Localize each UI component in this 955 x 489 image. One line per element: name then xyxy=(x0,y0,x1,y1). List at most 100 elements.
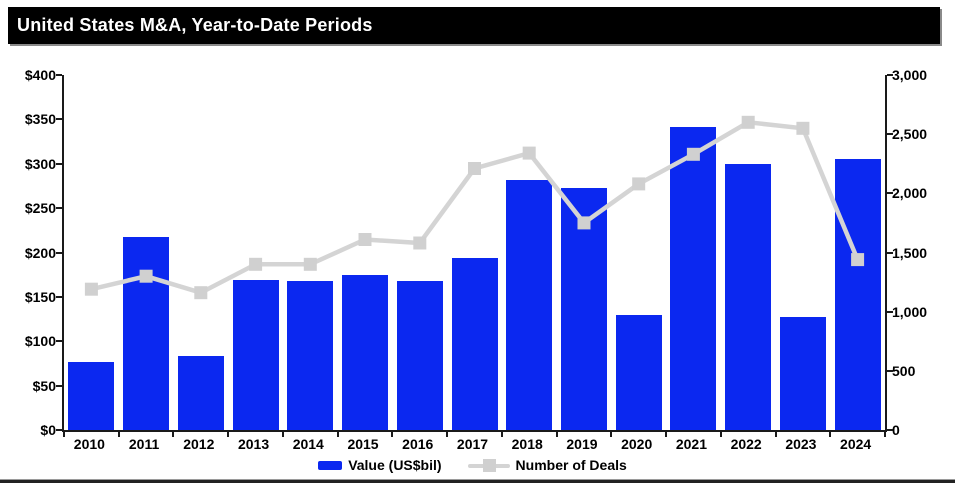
deals-marker-icon xyxy=(482,458,496,472)
x-axis-tick xyxy=(281,432,284,437)
value-bar-2019 xyxy=(560,187,607,430)
left-axis-tick-label: $50 xyxy=(32,377,56,394)
value-bar-2020 xyxy=(615,314,662,430)
x-axis-tick-label: 2016 xyxy=(402,436,434,452)
value-series-swatch xyxy=(318,460,343,470)
deals-marker-2022 xyxy=(741,115,755,129)
deals-marker-2015 xyxy=(358,233,372,246)
x-axis-tick-label: 2015 xyxy=(347,436,379,452)
value-bar-2021 xyxy=(670,127,717,430)
deals-marker-2018 xyxy=(522,146,536,160)
x-axis-tick xyxy=(63,432,65,437)
x-axis-tick xyxy=(117,432,120,437)
value-bar-2014 xyxy=(287,280,334,430)
right-axis-tick-label: 500 xyxy=(892,362,916,379)
deals-marker-2010 xyxy=(84,282,98,296)
chart-title: United States M&A, Year-to-Date Periods xyxy=(17,15,373,35)
right-axis-labels: 0 500 1,000 1,500 2,000 2,500 3,000 xyxy=(892,67,952,438)
deals-series-label: Number of Deals xyxy=(515,457,627,473)
value-bar-2011 xyxy=(123,237,170,430)
right-axis-tick-label: 1,000 xyxy=(892,303,928,320)
x-axis-tick xyxy=(172,432,175,437)
x-axis-tick-label: 2012 xyxy=(183,436,215,452)
x-axis-tick-label: 2019 xyxy=(566,436,598,452)
x-axis-labels: 2010 2011 2012 2013 2014 2015 2016 2017 2018 2019… xyxy=(62,437,883,453)
value-bar-2015 xyxy=(342,274,389,430)
deals-marker-2020 xyxy=(632,177,646,191)
value-bar-2012 xyxy=(177,356,224,430)
value-bar-2017 xyxy=(451,257,498,430)
x-axis-tick xyxy=(500,432,503,437)
x-axis-tick-label: 2023 xyxy=(785,436,817,452)
left-axis-tick-label: $350 xyxy=(24,111,56,128)
right-axis-tick xyxy=(887,251,893,254)
deals-marker-2013 xyxy=(249,257,263,271)
left-axis-tick-label: $150 xyxy=(24,288,56,305)
x-axis-tick xyxy=(774,432,777,437)
chart-title-bar: United States M&A, Year-to-Date Periods xyxy=(8,7,940,44)
deals-marker-2014 xyxy=(303,257,317,271)
left-axis-tick-label: $400 xyxy=(24,67,56,83)
x-axis-tick-label: 2022 xyxy=(730,436,762,452)
value-bar-2022 xyxy=(725,163,772,430)
value-bar-2010 xyxy=(68,361,115,430)
right-axis-tick xyxy=(887,74,893,76)
left-axis-tick-label: $300 xyxy=(24,155,56,172)
legend-item-deals: Number of Deals xyxy=(467,457,627,473)
left-axis-labels: $0 $50 $100 $150 $200 $250 $300 $350 $400 xyxy=(0,67,56,438)
right-axis-tick xyxy=(887,310,893,313)
x-axis-tick xyxy=(719,432,722,437)
x-axis-tick xyxy=(391,432,394,437)
right-axis-tick xyxy=(887,192,893,195)
left-axis-tick xyxy=(56,429,62,431)
left-axis-tick-label: $100 xyxy=(24,333,56,350)
left-axis-tick-label: $0 xyxy=(40,422,56,438)
left-axis-tick xyxy=(56,340,62,343)
left-axis-tick xyxy=(56,162,62,165)
right-axis-tick xyxy=(887,369,893,372)
x-axis-tick xyxy=(336,432,339,437)
x-axis-tick-label: 2011 xyxy=(128,436,160,452)
left-axis-tick-label: $200 xyxy=(24,244,56,261)
right-axis-tick-label: 1,500 xyxy=(892,244,928,261)
right-axis-tick-label: 2,000 xyxy=(892,185,928,202)
left-axis-tick xyxy=(56,295,62,298)
x-axis-tick-label: 2014 xyxy=(292,436,324,452)
x-axis-tick-label: 2017 xyxy=(456,436,489,452)
left-axis-tick xyxy=(56,384,62,387)
left-axis-tick xyxy=(56,74,62,76)
x-axis-tick-label: 2018 xyxy=(511,436,543,452)
x-axis-tick xyxy=(884,432,886,437)
deals-series-swatch xyxy=(467,458,510,472)
x-axis-tick xyxy=(610,432,613,437)
value-bar-2024 xyxy=(834,159,881,430)
x-axis-tick-label: 2021 xyxy=(675,436,707,452)
x-axis-tick xyxy=(227,432,230,437)
deals-marker-2012 xyxy=(194,286,208,300)
right-axis-tick-label: 2,500 xyxy=(892,126,928,143)
legend-item-value: Value (US$bil) xyxy=(318,457,442,473)
value-series-label: Value (US$bil) xyxy=(348,457,442,473)
bottom-rule xyxy=(0,479,955,483)
plot-area xyxy=(56,74,893,437)
left-axis-tick-label: $250 xyxy=(24,200,56,217)
deals-marker-2016 xyxy=(413,236,427,250)
right-axis-tick xyxy=(887,429,893,431)
legend: Value (US$bil) Number of Deals xyxy=(62,456,883,474)
x-axis-tick-label: 2013 xyxy=(237,436,270,452)
right-axis-tick-label: 0 xyxy=(892,422,900,438)
left-axis-tick xyxy=(56,118,62,121)
value-bar-2018 xyxy=(506,179,553,430)
x-axis-tick-label: 2010 xyxy=(73,436,105,452)
x-axis-tick xyxy=(446,432,449,437)
right-axis-tick xyxy=(887,133,893,136)
left-axis-tick xyxy=(56,207,62,210)
x-axis-tick xyxy=(829,432,832,437)
x-axis-tick-label: 2020 xyxy=(621,436,653,452)
value-bar-2016 xyxy=(396,280,443,430)
value-bar-2013 xyxy=(232,280,279,430)
value-bar-2023 xyxy=(779,317,826,430)
deals-marker-2023 xyxy=(796,121,810,135)
right-axis-tick-label: 3,000 xyxy=(892,67,928,83)
